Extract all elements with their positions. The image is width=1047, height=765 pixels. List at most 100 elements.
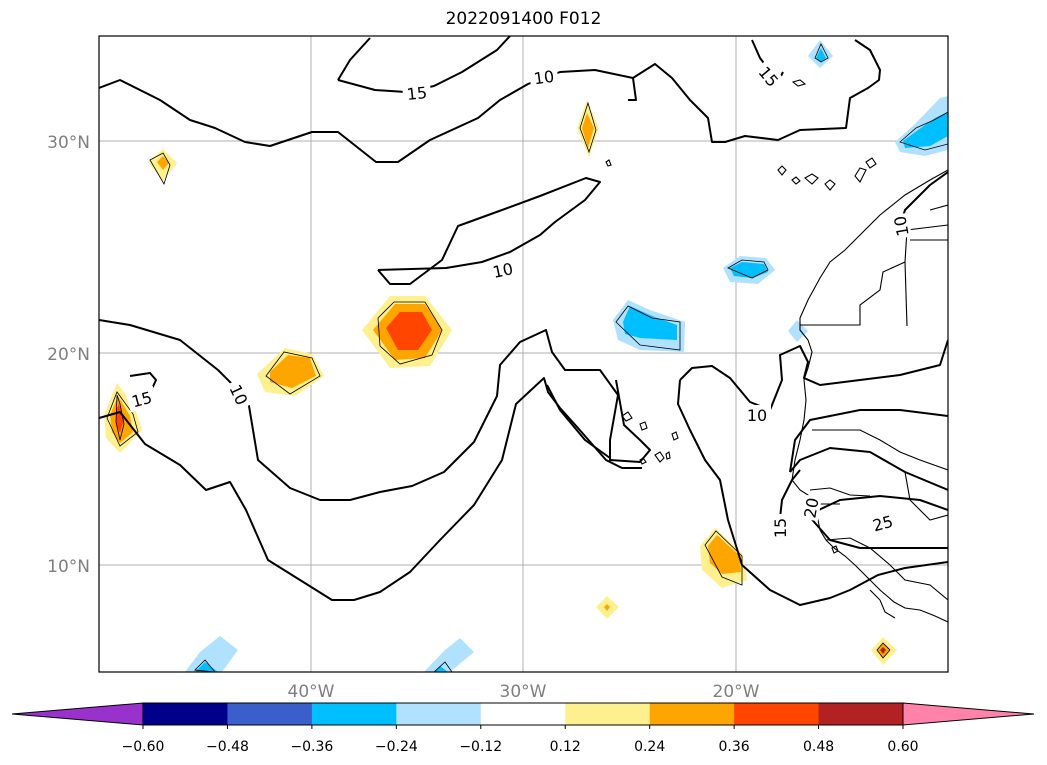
contour-label: 10 xyxy=(487,257,519,283)
negative-blob-32w-5n xyxy=(424,638,474,672)
anomaly-outlines xyxy=(106,43,948,672)
contour-10-sw xyxy=(677,379,948,606)
colorbar-segment xyxy=(227,703,313,725)
contour-10-main xyxy=(99,319,651,501)
island-cv-6 xyxy=(665,451,671,460)
svg-text:10: 10 xyxy=(533,67,556,89)
lon-label-20w: 20°W xyxy=(713,682,760,702)
negative-blob-25w-21n xyxy=(613,300,685,352)
colorbar-tick-label: −0.24 xyxy=(375,739,418,755)
colorbar-segment xyxy=(818,703,904,725)
island-canary-2 xyxy=(791,176,801,185)
island-canary-6 xyxy=(865,157,877,169)
island-cv-1 xyxy=(621,411,633,422)
contour-15-africa xyxy=(789,409,948,473)
colorbar-tick-label: −0.48 xyxy=(206,739,249,755)
island-cv-5 xyxy=(654,451,665,463)
contour-15-north xyxy=(99,69,637,163)
island-cv-2 xyxy=(639,421,648,431)
lat-labels: 30°N 20°N 10°N xyxy=(47,133,90,577)
colorbar-segment xyxy=(311,703,397,725)
contour-10-east xyxy=(546,339,948,459)
svg-text:10: 10 xyxy=(747,406,767,425)
colorbar-ticks: −0.60 −0.48 −0.36 −0.24 −0.12 0.12 0.24 0.36 0.4… xyxy=(122,725,919,755)
svg-text:25: 25 xyxy=(871,512,896,536)
contour-label: 15 xyxy=(125,385,158,413)
contour-15-arc xyxy=(337,36,511,93)
lon-label-40w: 40°W xyxy=(288,682,335,702)
main-contours xyxy=(99,36,948,606)
colorbar-segments xyxy=(143,703,904,725)
island-canary-4 xyxy=(824,179,836,191)
colorbar-tick-label: 0.48 xyxy=(803,739,834,755)
colorbar-extend-min xyxy=(11,702,144,726)
island-canary-3 xyxy=(804,173,819,185)
svg-text:15: 15 xyxy=(406,83,428,104)
contour-10-ridge xyxy=(377,177,601,285)
border-guinea xyxy=(825,537,948,601)
colorbar-segment xyxy=(396,703,482,725)
contour-15-arc-2 xyxy=(779,469,801,519)
colorbar-tick-label: −0.60 xyxy=(122,739,165,755)
colorbar-segment xyxy=(649,703,735,725)
negative-blob-15w-34n xyxy=(808,40,833,68)
svg-text:10: 10 xyxy=(890,214,912,237)
contour-label: 15 xyxy=(770,514,790,542)
colorbar-tick-label: −0.36 xyxy=(290,739,333,755)
island-small-1 xyxy=(605,159,612,167)
lat-label-10n: 10°N xyxy=(47,557,90,577)
svg-text:15: 15 xyxy=(771,518,790,538)
colorbar-tick-label: 0.60 xyxy=(887,739,918,755)
contour-label: 20 xyxy=(800,494,823,522)
contour-15-north-2 xyxy=(632,39,881,143)
islands xyxy=(605,79,877,554)
lon-labels: 40°W 30°W 20°W xyxy=(288,682,760,702)
border-mauritania xyxy=(812,429,948,471)
colorbar-extend-max xyxy=(902,702,1035,726)
colorbar-tick-label: 0.12 xyxy=(550,739,581,755)
colorbar-segment xyxy=(480,703,566,725)
island-cv-3 xyxy=(671,431,679,441)
contour-label: 25 xyxy=(866,509,899,537)
lat-label-30n: 30°N xyxy=(47,133,90,153)
colorbar-segment xyxy=(565,703,651,725)
island-cv-4 xyxy=(639,457,647,465)
border-algeria xyxy=(904,239,948,327)
negative-blob-12w-30n xyxy=(895,96,948,156)
island-canary-1 xyxy=(777,165,787,176)
lat-label-20n: 20°N xyxy=(47,345,90,365)
positive-blob-28w-31n xyxy=(577,100,599,157)
contour-label: 15 xyxy=(401,81,432,105)
coast-tip-iberia xyxy=(929,204,948,211)
island-bijagos xyxy=(831,545,839,554)
island-canary-5 xyxy=(854,167,867,183)
lon-label-30w: 30°W xyxy=(500,682,547,702)
coast-west-africa xyxy=(791,169,948,623)
colorbar-segment xyxy=(734,703,820,725)
colorbar-tick-label: 0.36 xyxy=(719,739,750,755)
svg-text:10: 10 xyxy=(491,259,515,282)
contour-label: 10 xyxy=(743,405,771,425)
map-frame xyxy=(98,35,949,673)
colorbar-tick-label: −0.12 xyxy=(459,739,502,755)
contour-label: 10 xyxy=(890,212,913,240)
negative-blob-17w-21n xyxy=(788,320,808,342)
colorbar-tick-label: 0.24 xyxy=(634,739,665,755)
contour-10-south xyxy=(99,377,642,601)
contour-20-africa xyxy=(789,447,948,491)
svg-text:15: 15 xyxy=(130,388,155,412)
positive-blob-26w-8n xyxy=(596,596,619,619)
colorbar-segment xyxy=(143,703,228,725)
anomaly-fills xyxy=(104,40,948,672)
contour-label: 10 xyxy=(528,65,560,89)
colorbar-frame xyxy=(142,702,904,726)
contour-25-africa xyxy=(807,495,948,549)
svg-text:20: 20 xyxy=(800,496,822,519)
border-senegal xyxy=(809,487,871,497)
coastlines xyxy=(791,169,948,623)
island-madeira xyxy=(791,79,807,87)
border-mali xyxy=(904,471,948,521)
colorbar: −0.60 −0.48 −0.36 −0.24 −0.12 0.12 0.24 0.36 0.4… xyxy=(11,702,1035,755)
negative-blob-44w-5n xyxy=(185,636,238,672)
